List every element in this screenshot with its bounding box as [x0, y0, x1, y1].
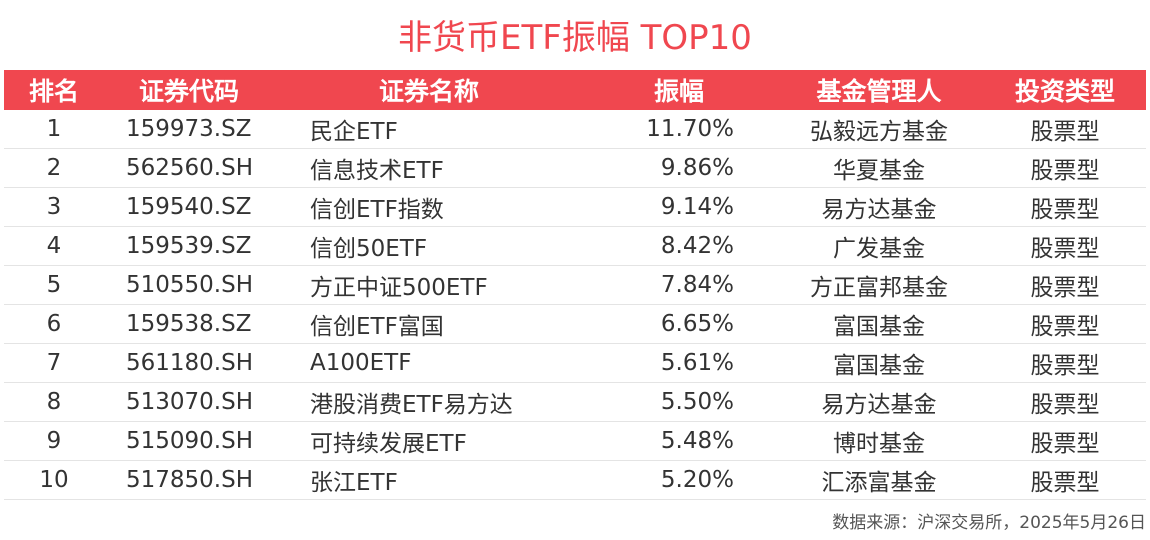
cell-code: 562560.SH: [104, 148, 274, 188]
cell-amplitude: 9.86%: [584, 148, 774, 188]
table-row: 8 513070.SH 港股消费ETF易方达 5.50% 易方达基金 股票型: [4, 382, 1146, 422]
cell-manager: 汇添富基金: [774, 460, 984, 500]
cell-manager: 易方达基金: [774, 187, 984, 227]
table-row: 1 159973.SZ 民企ETF 11.70% 弘毅远方基金 股票型: [4, 110, 1146, 149]
cell-manager: 博时基金: [774, 421, 984, 461]
cell-type: 股票型: [984, 226, 1146, 266]
cell-name: 信息技术ETF: [274, 148, 584, 188]
cell-rank: 9: [4, 421, 104, 461]
cell-manager: 广发基金: [774, 226, 984, 266]
header-rank: 排名: [4, 70, 104, 110]
cell-name: 港股消费ETF易方达: [274, 382, 584, 422]
cell-amplitude: 5.50%: [584, 382, 774, 422]
header-code: 证券代码: [104, 70, 274, 110]
data-source-note: 数据来源：沪深交易所，2025年5月26日: [832, 513, 1146, 533]
cell-code: 561180.SH: [104, 343, 274, 383]
cell-manager: 弘毅远方基金: [774, 110, 984, 149]
cell-amplitude: 6.65%: [584, 304, 774, 344]
cell-type: 股票型: [984, 460, 1146, 500]
cell-amplitude: 8.42%: [584, 226, 774, 266]
cell-rank: 4: [4, 226, 104, 266]
header-type: 投资类型: [984, 70, 1146, 110]
cell-amplitude: 7.84%: [584, 265, 774, 305]
cell-type: 股票型: [984, 110, 1146, 149]
cell-rank: 3: [4, 187, 104, 227]
cell-type: 股票型: [984, 343, 1146, 383]
cell-manager: 方正富邦基金: [774, 265, 984, 305]
table-row: 3 159540.SZ 信创ETF指数 9.14% 易方达基金 股票型: [4, 187, 1146, 227]
page-title: 非货币ETF振幅 TOP10: [398, 18, 752, 58]
etf-amplitude-table: 排名 证券代码 证券名称 振幅 基金管理人 投资类型 1 159973.SZ 民企E…: [4, 70, 1146, 500]
cell-rank: 10: [4, 460, 104, 500]
cell-rank: 7: [4, 343, 104, 383]
cell-type: 股票型: [984, 421, 1146, 461]
cell-amplitude: 5.61%: [584, 343, 774, 383]
cell-code: 517850.SH: [104, 460, 274, 500]
cell-code: 159540.SZ: [104, 187, 274, 227]
cell-amplitude: 9.14%: [584, 187, 774, 227]
cell-rank: 5: [4, 265, 104, 305]
table-header-row: 排名 证券代码 证券名称 振幅 基金管理人 投资类型: [4, 70, 1146, 110]
cell-name: 可持续发展ETF: [274, 421, 584, 461]
cell-code: 513070.SH: [104, 382, 274, 422]
cell-name: 信创50ETF: [274, 226, 584, 266]
cell-type: 股票型: [984, 382, 1146, 422]
header-name: 证券名称: [274, 70, 584, 110]
cell-rank: 6: [4, 304, 104, 344]
cell-name: 方正中证500ETF: [274, 265, 584, 305]
cell-name: 民企ETF: [274, 110, 584, 149]
cell-code: 510550.SH: [104, 265, 274, 305]
cell-type: 股票型: [984, 304, 1146, 344]
table-body: 1 159973.SZ 民企ETF 11.70% 弘毅远方基金 股票型 2 562560.SH…: [4, 110, 1146, 500]
cell-amplitude: 11.70%: [584, 110, 774, 149]
cell-code: 515090.SH: [104, 421, 274, 461]
table-row: 7 561180.SH A100ETF 5.61% 富国基金 股票型: [4, 343, 1146, 383]
cell-name: A100ETF: [274, 343, 584, 383]
cell-type: 股票型: [984, 148, 1146, 188]
table-row: 10 517850.SH 张江ETF 5.20% 汇添富基金 股票型: [4, 460, 1146, 500]
cell-manager: 易方达基金: [774, 382, 984, 422]
cell-code: 159973.SZ: [104, 110, 274, 149]
cell-rank: 2: [4, 148, 104, 188]
cell-type: 股票型: [984, 265, 1146, 305]
cell-code: 159539.SZ: [104, 226, 274, 266]
cell-manager: 华夏基金: [774, 148, 984, 188]
table-row: 2 562560.SH 信息技术ETF 9.86% 华夏基金 股票型: [4, 148, 1146, 188]
cell-name: 张江ETF: [274, 460, 584, 500]
header-amplitude: 振幅: [584, 70, 774, 110]
table-row: 4 159539.SZ 信创50ETF 8.42% 广发基金 股票型: [4, 226, 1146, 266]
cell-manager: 富国基金: [774, 304, 984, 344]
cell-code: 159538.SZ: [104, 304, 274, 344]
cell-name: 信创ETF指数: [274, 187, 584, 227]
table-row: 5 510550.SH 方正中证500ETF 7.84% 方正富邦基金 股票型: [4, 265, 1146, 305]
table-row: 6 159538.SZ 信创ETF富国 6.65% 富国基金 股票型: [4, 304, 1146, 344]
cell-type: 股票型: [984, 187, 1146, 227]
cell-name: 信创ETF富国: [274, 304, 584, 344]
cell-amplitude: 5.48%: [584, 421, 774, 461]
cell-rank: 1: [4, 110, 104, 149]
cell-manager: 富国基金: [774, 343, 984, 383]
header-manager: 基金管理人: [774, 70, 984, 110]
cell-rank: 8: [4, 382, 104, 422]
table-row: 9 515090.SH 可持续发展ETF 5.48% 博时基金 股票型: [4, 421, 1146, 461]
cell-amplitude: 5.20%: [584, 460, 774, 500]
